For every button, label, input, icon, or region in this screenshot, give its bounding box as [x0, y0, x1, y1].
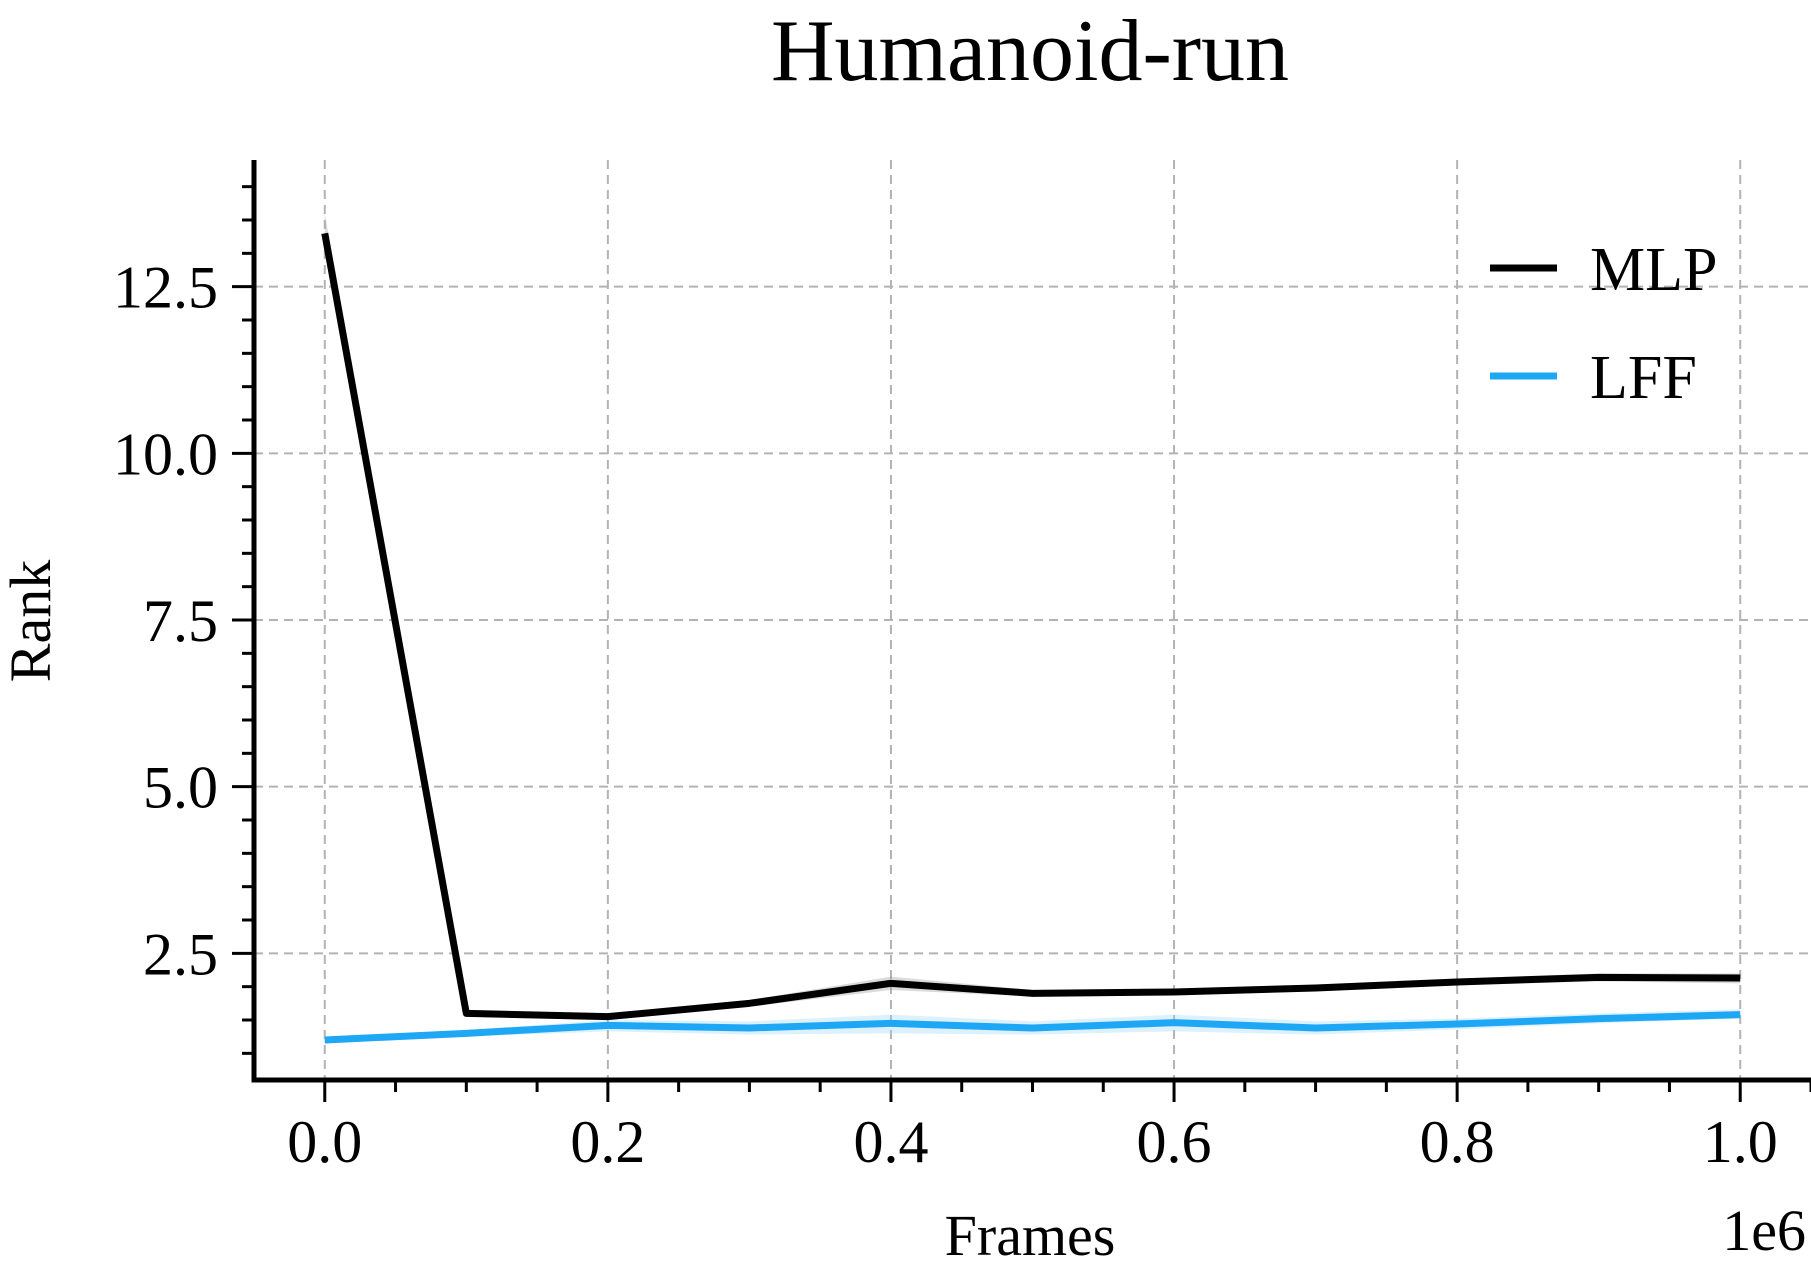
y-axis-label: Rank [0, 560, 63, 682]
grid-lines [254, 160, 1811, 1080]
x-axis-label: Frames [945, 1203, 1116, 1268]
legend: MLP LFF [1490, 236, 1717, 412]
x-axis-offset-label: 1e6 [1722, 1198, 1806, 1263]
x-tick-label: 0.2 [570, 1109, 645, 1175]
line-mlp [321, 232, 1741, 1021]
band-mlp [324, 213, 1741, 1021]
x-tick-label: 0.6 [1137, 1109, 1212, 1175]
y-tick-label: 7.5 [143, 588, 218, 654]
y-tick-label: 5.0 [143, 755, 218, 821]
y-tick-label: 2.5 [143, 921, 218, 987]
tick-labels: 0.0 0.2 0.4 0.6 0.8 1.0 2.5 5.0 7.5 10.0 12.5 [113, 255, 1778, 1175]
y-tick-label: 10.0 [113, 421, 218, 487]
x-tick-label: 0.4 [853, 1109, 928, 1175]
confidence-bands [324, 213, 1741, 1044]
line-lff [324, 1011, 1741, 1044]
series-lines [321, 232, 1741, 1044]
x-tick-label: 0.0 [287, 1109, 362, 1175]
axes [232, 160, 1811, 1102]
x-tick-label: 0.8 [1420, 1109, 1495, 1175]
chart-title: Humanoid-run [771, 3, 1289, 100]
legend-label-lff: LFF [1590, 344, 1697, 412]
x-tick-label: 1.0 [1703, 1109, 1778, 1175]
legend-label-mlp: MLP [1590, 236, 1717, 304]
y-tick-label: 12.5 [113, 255, 218, 321]
